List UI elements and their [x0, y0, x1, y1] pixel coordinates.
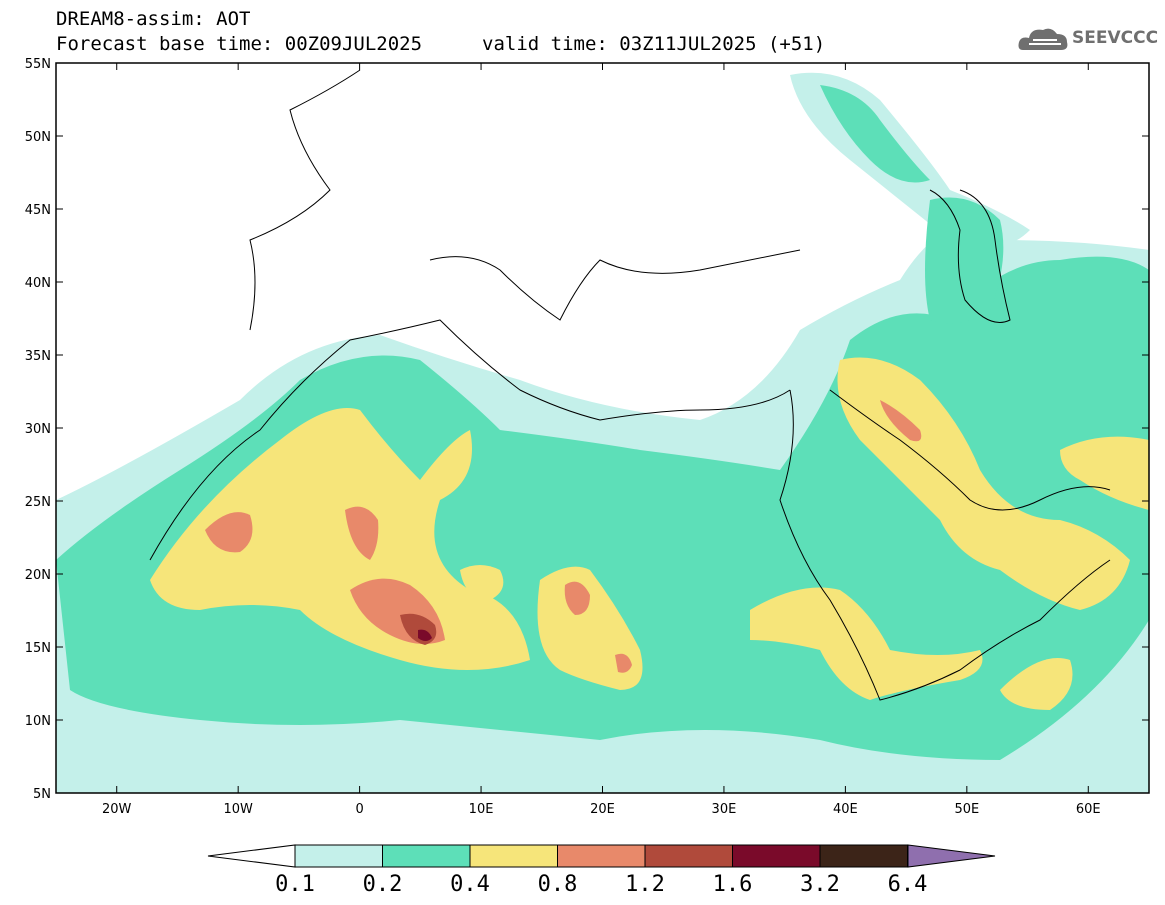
colorbar-label: 1.6 [712, 872, 753, 897]
aot-contour-0.8-mauritania [205, 512, 253, 553]
colorbar-label: 6.4 [887, 872, 928, 897]
lat-tick-label: 35N [25, 349, 51, 364]
lat-tick-label: 40N [25, 276, 51, 291]
longitude-axis: 20W 10W 0 10E 20E 30E 40E 50E 60E [102, 63, 1101, 817]
lon-tick-label: 10W [223, 802, 253, 817]
colorbar-label: 1.2 [625, 872, 665, 897]
aot-contour-0.2-north [820, 85, 930, 183]
colorbar-label: 0.2 [362, 872, 403, 897]
colorbar-over-arrow [907, 844, 996, 868]
latitude-axis: 55N 50N 45N 40N 35N 30N 25N 20N 15N 10N 5N [25, 57, 1149, 802]
aot-contour-0.8-mali [345, 506, 379, 560]
lon-tick-label: 20E [590, 802, 615, 817]
lat-tick-label: 45N [25, 203, 51, 218]
colorbar-swatch [294, 844, 383, 868]
lon-tick-label: 10E [469, 802, 494, 817]
lon-tick-label: 30E [712, 802, 737, 817]
colorbar-swatch [819, 844, 908, 868]
lon-tick-label: 20W [102, 802, 132, 817]
aot-contour-0.4-arabian [1000, 658, 1073, 710]
colorbar-label: 0.1 [275, 872, 315, 897]
colorbar-swatch [469, 844, 558, 868]
coastlines [149, 69, 1111, 701]
lon-tick-label: 60E [1076, 802, 1101, 817]
aot-contour-0.8-chad [564, 581, 590, 615]
lon-tick-label: 40E [833, 802, 858, 817]
lat-tick-label: 25N [25, 495, 51, 510]
lon-tick-label: 0 [355, 802, 363, 817]
lat-tick-label: 30N [25, 422, 51, 437]
valid-time: valid time: 03Z11JUL2025 (+51) [482, 33, 826, 55]
logo-text: SEEVCCC [1072, 28, 1159, 48]
cloud-logo-icon [1018, 28, 1068, 50]
aot-contour-0.8-iraq [880, 400, 922, 442]
colorbar-swatch [732, 844, 821, 868]
aot-contour-0.4-gulf [1060, 436, 1149, 510]
aot-contour-0.4-mideast [837, 357, 1130, 610]
lon-tick-label: 50E [954, 802, 979, 817]
map-title: DREAM8-assim: AOT [56, 8, 251, 30]
aot-field [56, 63, 1149, 793]
colorbar [207, 844, 996, 868]
lat-tick-label: 50N [25, 130, 51, 145]
aot-contour-0.8-sudan [615, 653, 632, 673]
lat-tick-label: 5N [33, 787, 51, 802]
colorbar-label: 3.2 [800, 872, 840, 897]
colorbar-swatch [557, 844, 646, 868]
aot-contour-0.4-niger [460, 565, 504, 600]
colorbar-under-arrow [207, 844, 296, 868]
lat-tick-label: 20N [25, 568, 51, 583]
lat-tick-label: 55N [25, 57, 51, 72]
lat-tick-label: 10N [25, 714, 51, 729]
colorbar-swatch [644, 844, 733, 868]
aot-contour-0.2-caspian [925, 197, 1004, 324]
aot-contour-1.6 [418, 629, 432, 641]
colorbar-label: 0.4 [450, 872, 490, 897]
lat-tick-label: 15N [25, 641, 51, 656]
colorbar-swatch [382, 844, 471, 868]
forecast-base-time: Forecast base time: 00Z09JUL2025 [56, 33, 423, 55]
colorbar-label: 0.8 [537, 872, 578, 897]
aot-contour-0.4-redsea [750, 587, 983, 700]
aot-contour-0.4-west [150, 408, 530, 670]
